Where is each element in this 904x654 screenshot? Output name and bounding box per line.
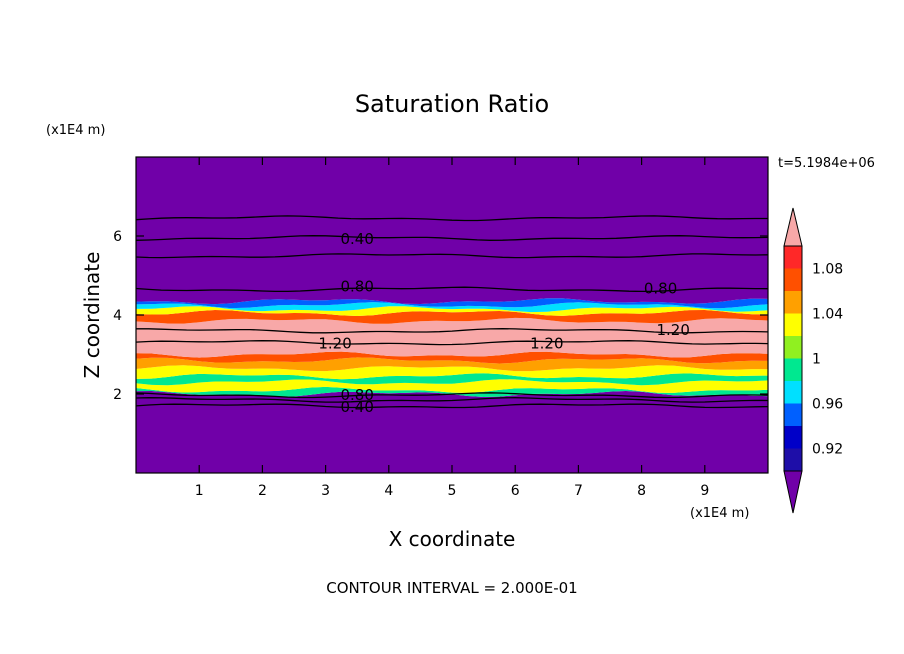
contour-line-layer: [135, 215, 769, 409]
y-unit-label: (x1E4 m): [46, 123, 105, 138]
contour-line: [135, 215, 768, 222]
fill-band: [136, 391, 768, 473]
fill-band: [136, 351, 768, 364]
contour-interval-footer: CONTOUR INTERVAL = 2.000E-01: [326, 579, 577, 597]
x-tick-label: 3: [321, 483, 330, 499]
y-axis-ticks: 2 4 6: [113, 229, 768, 403]
x-tick-label: 4: [384, 483, 393, 499]
x-tick-label: 6: [511, 483, 520, 499]
contour-line: [135, 397, 769, 403]
x-tick-label: 7: [574, 483, 583, 499]
colorbar-segment: [784, 381, 802, 404]
x-unit-label: (x1E4 m): [690, 506, 749, 521]
x-tick-label: 8: [637, 483, 646, 499]
colorbar-segment: [784, 336, 802, 359]
contour-fill-layer: [136, 157, 768, 473]
chart-title: Saturation Ratio: [355, 90, 549, 118]
colorbar-segment: [784, 358, 802, 381]
contour-line: [135, 286, 769, 293]
x-tick-label: 9: [700, 483, 709, 499]
colorbar-segment: [784, 448, 802, 471]
contour-line: [135, 253, 769, 259]
colorbar-segment: [784, 313, 802, 336]
contour-label: 0.40: [340, 398, 373, 416]
y-tick-label: 2: [113, 387, 122, 403]
contour-line: [135, 403, 769, 409]
colorbar-segment: [784, 246, 802, 269]
contour-label: 0.80: [644, 279, 677, 297]
colorbar-label: 1: [812, 352, 821, 368]
colorbar-segment: [784, 291, 802, 314]
contour-label: 0.80: [340, 386, 373, 404]
x-tick-label: 5: [448, 483, 457, 499]
y-tick-label: 4: [113, 308, 122, 324]
contour-label: 1.20: [530, 335, 563, 353]
y-tick-label: 6: [113, 229, 122, 245]
colorbar-segment: [784, 268, 802, 291]
contour-line: [135, 392, 769, 399]
colorbar-label: 1.04: [812, 307, 843, 323]
x-axis-label: X coordinate: [389, 527, 516, 551]
colorbar-frame: [783, 245, 803, 472]
fill-band: [136, 373, 768, 386]
contour-line: [135, 340, 769, 346]
contour-line: [135, 235, 769, 241]
time-label: t=5.1984e+06: [778, 156, 875, 171]
contour-line: [136, 328, 769, 334]
colorbar-segment: [784, 426, 802, 449]
y-axis-label: Z coordinate: [80, 252, 104, 379]
x-tick-label: 1: [195, 483, 204, 499]
x-tick-label: 2: [258, 483, 267, 499]
fill-band: [136, 306, 768, 316]
fill-band: [136, 298, 768, 309]
contour-label: 1.20: [318, 335, 351, 353]
fill-band: [136, 379, 768, 393]
fill-band: [136, 317, 768, 358]
fill-band: [136, 365, 768, 380]
fill-band: [136, 157, 768, 305]
fill-band: [136, 310, 768, 324]
fill-band: [136, 357, 768, 372]
colorbar-segment: [784, 403, 802, 426]
colorbar-label: 0.96: [812, 397, 843, 413]
colorbar: 0.92 0.96 1 1.04 1.08: [783, 207, 843, 514]
colorbar-label: 0.92: [812, 442, 843, 458]
contour-label: 1.20: [656, 321, 689, 339]
contour-label: 0.40: [340, 230, 373, 248]
x-axis-ticks: 1 2 3 4 5 6 7 8 9: [195, 157, 709, 499]
contour-label: 0.80: [340, 277, 373, 295]
fill-band: [136, 302, 768, 313]
colorbar-label: 1.08: [812, 262, 843, 278]
contour-label-layer: 0.400.80 0.801.20 1.201.200.800.40: [318, 230, 690, 416]
fill-band: [136, 386, 768, 397]
